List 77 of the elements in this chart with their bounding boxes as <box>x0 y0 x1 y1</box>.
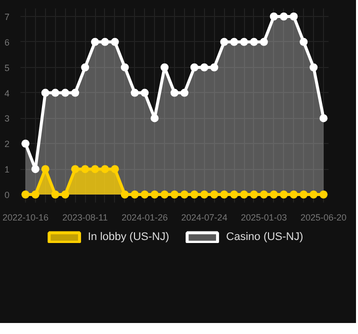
point <box>120 63 129 72</box>
point <box>140 88 149 97</box>
point <box>81 63 90 72</box>
legend-label: Casino (US-NJ) <box>226 231 304 243</box>
point <box>140 190 149 198</box>
point <box>200 63 208 72</box>
point <box>230 38 238 46</box>
point <box>31 165 40 174</box>
point <box>71 165 80 174</box>
point <box>110 38 119 46</box>
point <box>51 88 60 97</box>
point <box>250 190 258 198</box>
point <box>320 190 328 198</box>
point <box>270 12 278 20</box>
x-tick-label: 2025-06-20 <box>300 212 347 222</box>
legend-label: In lobby (US-NJ) <box>88 231 170 243</box>
point <box>120 190 129 198</box>
point <box>130 190 139 198</box>
point <box>190 63 198 72</box>
point <box>150 114 159 122</box>
point <box>100 165 109 174</box>
x-tick-label: 2022-10-16 <box>2 212 48 222</box>
point <box>300 190 308 198</box>
point <box>210 190 218 198</box>
point <box>240 190 248 198</box>
point <box>260 38 268 46</box>
point <box>31 190 40 198</box>
point <box>91 165 100 174</box>
point <box>280 12 288 20</box>
point <box>41 88 50 97</box>
point <box>170 190 178 198</box>
y-tick-label: 2 <box>4 139 10 150</box>
x-tick-label: 2023-08-11 <box>62 212 108 222</box>
point <box>260 190 268 198</box>
point <box>81 165 90 174</box>
point <box>310 63 318 72</box>
point <box>220 38 228 46</box>
point <box>320 114 328 122</box>
point <box>180 190 188 198</box>
point <box>290 190 298 198</box>
point <box>160 63 169 72</box>
x-tick-label: 2024-01-26 <box>122 212 168 222</box>
point <box>61 88 70 97</box>
point <box>150 190 159 198</box>
y-tick-label: 5 <box>4 62 10 73</box>
point <box>160 190 169 198</box>
point <box>230 190 238 198</box>
y-tick-label: 1 <box>4 164 10 175</box>
y-tick-label: 6 <box>4 37 10 48</box>
point <box>200 190 208 198</box>
point <box>220 190 228 198</box>
y-tick-label: 3 <box>4 114 10 124</box>
point <box>300 38 308 46</box>
y-tick-label: 0 <box>4 190 10 200</box>
point <box>21 140 30 148</box>
point <box>210 63 218 72</box>
point <box>100 38 109 46</box>
point <box>180 88 188 97</box>
point <box>190 190 198 198</box>
point <box>270 190 278 198</box>
point <box>310 190 318 198</box>
point <box>91 38 100 46</box>
point <box>170 88 178 97</box>
point <box>130 88 139 97</box>
point <box>21 190 30 198</box>
x-tick-label: 2025-01-03 <box>240 212 287 222</box>
point <box>110 165 119 174</box>
x-tick-label: 2024-07-24 <box>181 212 228 222</box>
point <box>71 88 80 97</box>
point <box>280 190 288 198</box>
point <box>250 38 258 46</box>
point <box>61 190 70 198</box>
point <box>51 190 60 198</box>
y-tick-label: 7 <box>4 12 10 22</box>
point <box>240 38 248 46</box>
y-tick-label: 4 <box>4 88 10 98</box>
point <box>290 12 298 20</box>
